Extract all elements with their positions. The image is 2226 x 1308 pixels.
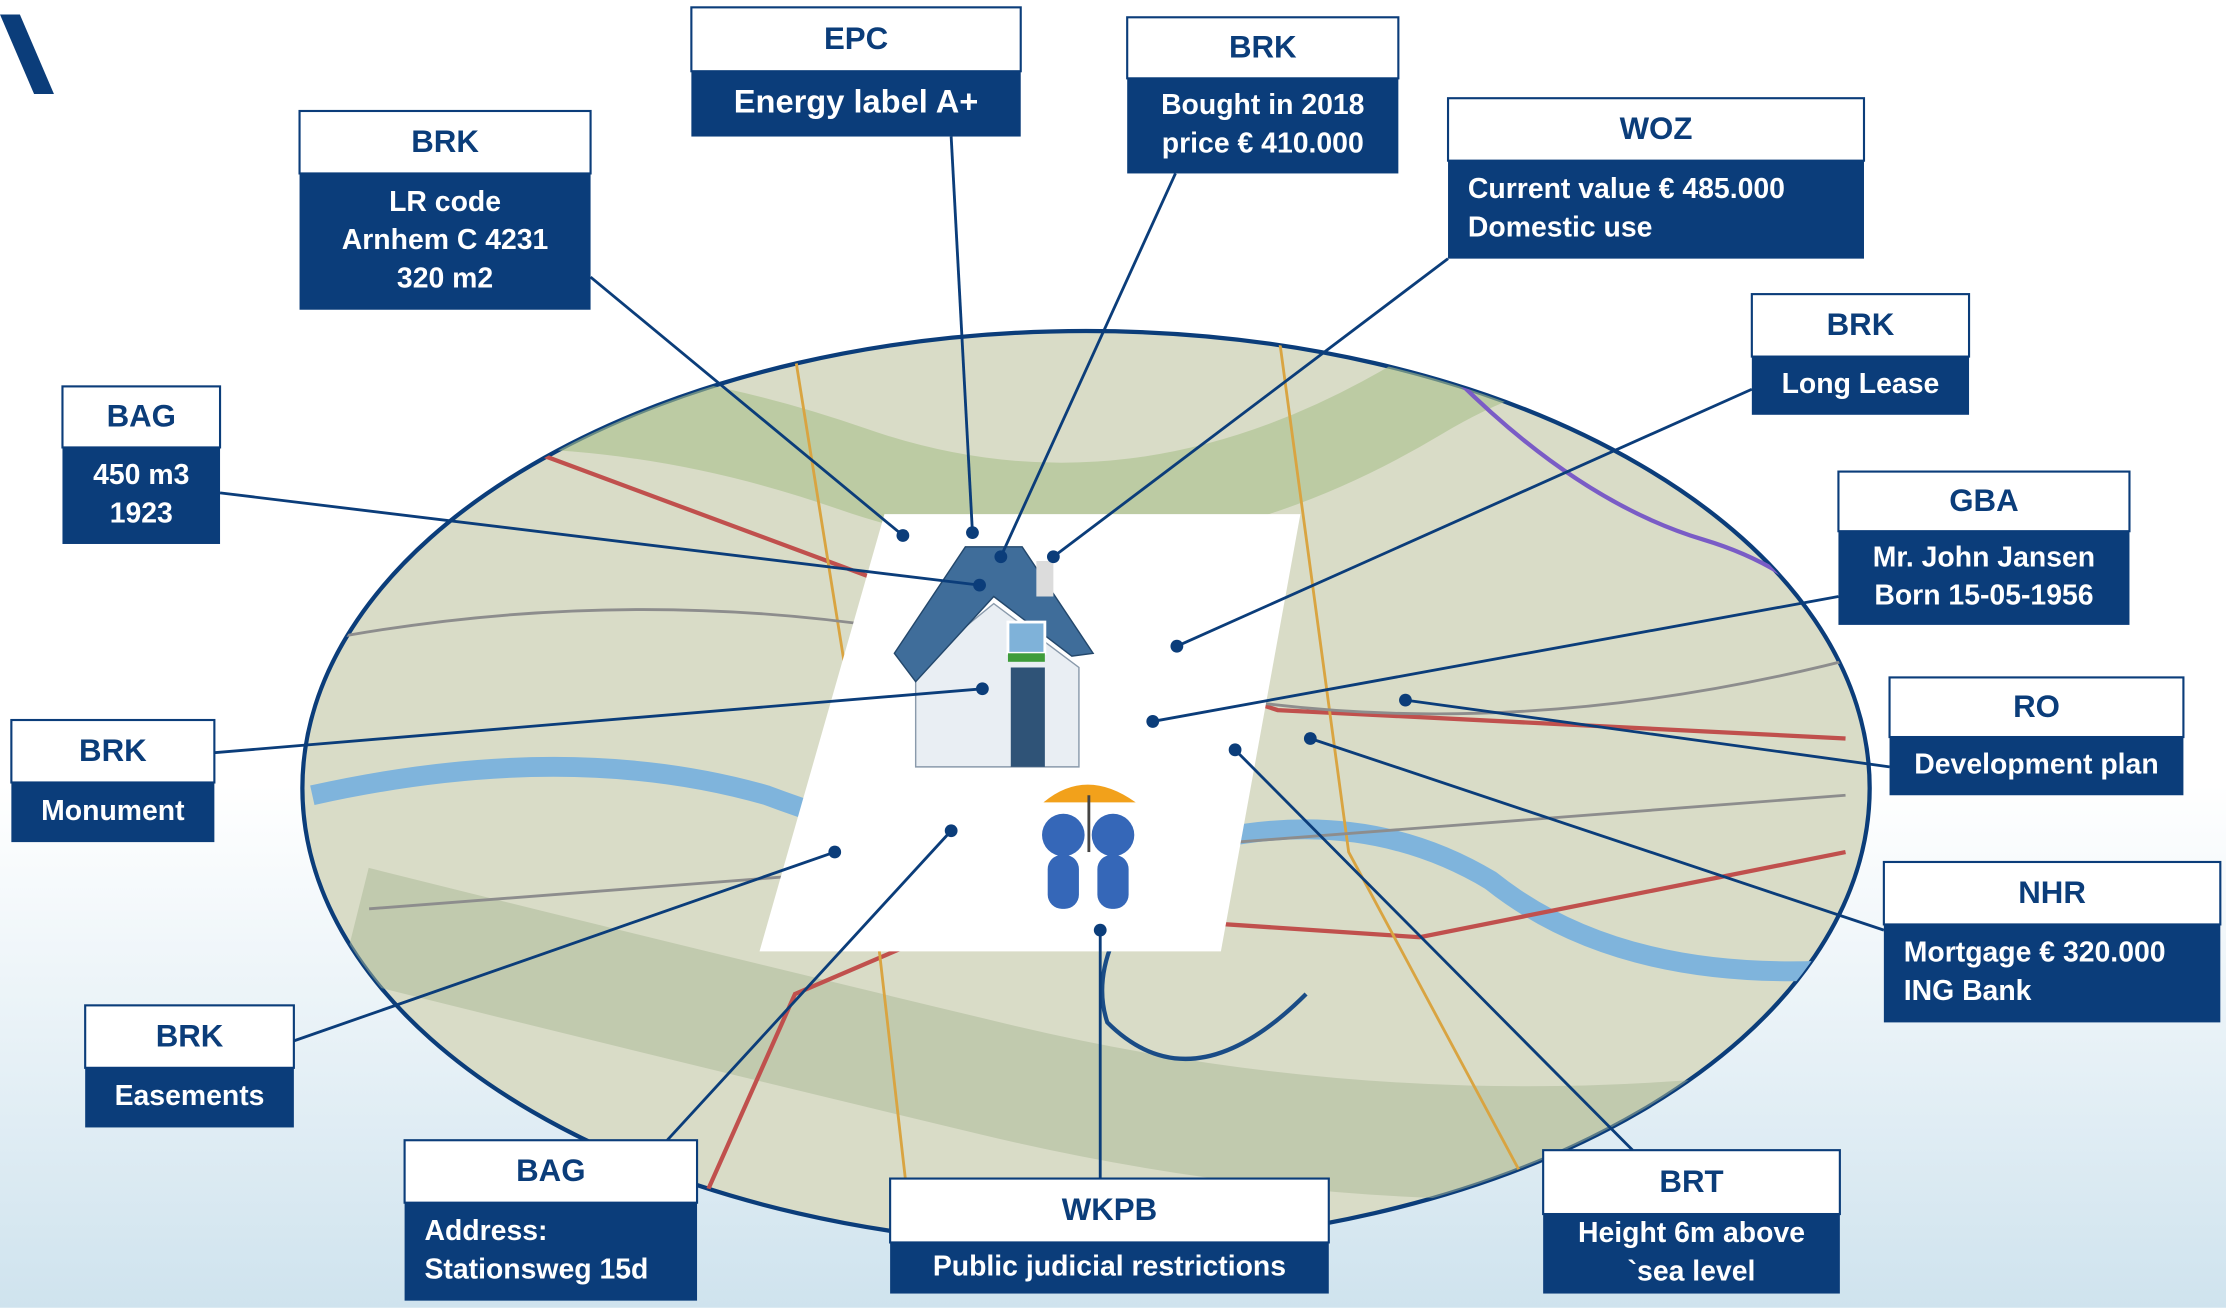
box-title: NHR: [2018, 875, 2086, 910]
connector-dot: [1304, 732, 1317, 745]
box-title: BRK: [1827, 307, 1895, 342]
diagram: EPC Energy label A+ BRK Bought in 2018 price…: [0, 0, 2226, 1308]
box-line: ING Bank: [1904, 975, 2032, 1007]
info-box: BRT Height 6m above `sea level: [1543, 1150, 1840, 1293]
box-line: Mr. John Jansen: [1873, 541, 2095, 573]
box-line: Arnhem C 4231: [342, 224, 549, 256]
info-box: BRK Bought in 2018 price € 410.000: [1127, 17, 1398, 173]
connector-dot: [1094, 924, 1107, 937]
info-box: BAG 450 m3 1923: [62, 386, 220, 544]
box-line: Current value € 485.000: [1468, 173, 1785, 205]
box-title: EPC: [824, 21, 888, 56]
info-box: BRK Easements: [85, 1005, 294, 1127]
box-line: 320 m2: [397, 262, 493, 294]
box-title: BRK: [1229, 29, 1297, 64]
info-box: BRK Monument: [11, 720, 214, 842]
box-title: WOZ: [1620, 111, 1693, 146]
box-line: Long Lease: [1782, 368, 1940, 400]
connector-dot: [994, 550, 1007, 563]
info-box: GBA Mr. John Jansen Born 15-05-1956: [1838, 472, 2129, 625]
info-box: WOZ Current value € 485.000 Domestic use: [1448, 98, 1864, 258]
page: EPC Energy label A+ BRK Bought in 2018 price…: [0, 0, 2226, 1308]
box-line: Domestic use: [1468, 211, 1653, 243]
connector-dot: [897, 529, 910, 542]
box-line: 450 m3: [93, 459, 189, 491]
box-title: BRK: [411, 124, 479, 159]
connector-dot: [976, 682, 989, 695]
info-box: EPC Energy label A+: [691, 7, 1020, 136]
box-line: Mortgage € 320.000: [1904, 937, 2166, 969]
box-title: BRK: [79, 733, 147, 768]
info-box: RO Development plan: [1890, 677, 2184, 795]
box-title: BRT: [1659, 1164, 1723, 1199]
box-title: BAG: [516, 1153, 585, 1188]
connector-dot: [973, 579, 986, 592]
connector-dot: [1170, 640, 1183, 653]
box-title: RO: [2013, 689, 2060, 724]
box-line: Height 6m above: [1578, 1217, 1805, 1249]
box-line: LR code: [389, 186, 501, 218]
info-box: BRK Long Lease: [1752, 294, 1969, 415]
box-line: Energy label A+: [734, 83, 979, 120]
box-line: Address:: [424, 1215, 547, 1247]
box-line: price € 410.000: [1162, 128, 1364, 160]
box-title: GBA: [1949, 483, 2018, 518]
box-line: Easements: [115, 1080, 265, 1112]
box-line: 1923: [110, 497, 173, 529]
box-line: Public judicial restrictions: [933, 1250, 1286, 1282]
connector-dot: [1047, 550, 1060, 563]
connector-dot: [828, 846, 841, 859]
connector-dot: [1229, 743, 1242, 756]
connector-dot: [945, 824, 958, 837]
box-line: Bought in 2018: [1161, 89, 1364, 121]
box-line: Born 15-05-1956: [1874, 580, 2093, 612]
info-box: BRK LR code Arnhem C 4231 320 m2: [300, 111, 591, 310]
info-box: BAG Address: Stationsweg 15d: [405, 1140, 697, 1300]
box-line: Stationsweg 15d: [424, 1253, 648, 1285]
box-line: Development plan: [1914, 749, 2158, 781]
box-line: `sea level: [1628, 1255, 1756, 1287]
info-box: NHR Mortgage € 320.000 ING Bank: [1884, 862, 2220, 1022]
connector-dot: [966, 526, 979, 539]
connector-dot: [1399, 694, 1412, 707]
box-title: BRK: [156, 1018, 224, 1053]
info-box: WKPB Public judicial restrictions: [890, 1179, 1329, 1294]
box-title: WKPB: [1062, 1192, 1157, 1227]
box-line: Monument: [41, 795, 185, 827]
connector-dot: [1146, 715, 1159, 728]
box-title: BAG: [107, 399, 176, 434]
